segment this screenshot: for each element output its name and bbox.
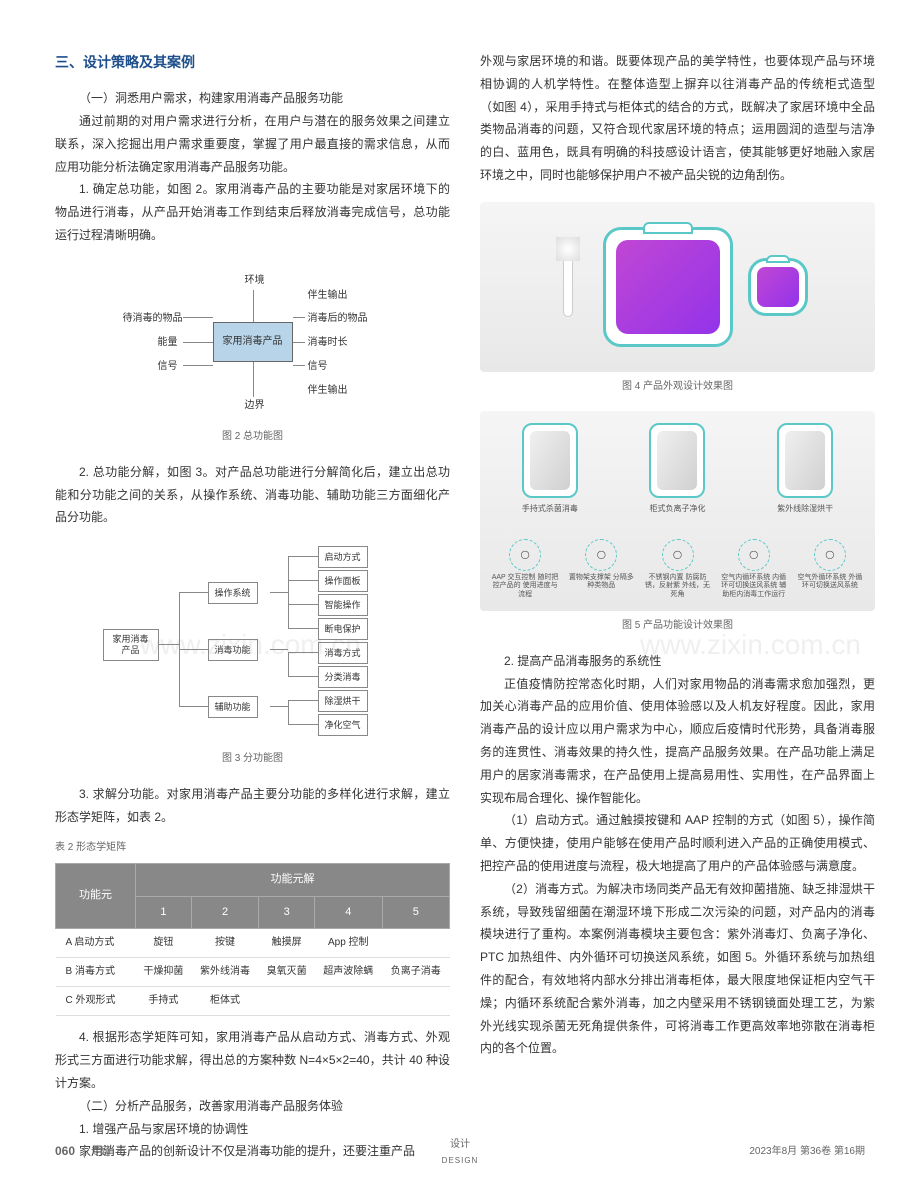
table-header: 3 [259,896,315,929]
diagram-center-box: 家用消毒产品 [213,322,293,362]
figure-caption: 图 2 总功能图 [55,428,450,446]
diagram-label: 伴生输出 [308,287,348,305]
table-caption: 表 2 形态学矩阵 [55,839,450,857]
product-variant: 柜式负离子净化 [649,423,705,516]
page-number: 060 [55,1144,75,1158]
footer-subtitle: DESIGN [442,1154,479,1168]
tree-leaf: 消毒方式 [318,642,368,664]
section-title: 三、设计策略及其案例 [55,50,450,75]
product-device-large [603,227,733,347]
table-row: A 启动方式旋钮按键触摸屏App 控制 [56,929,450,958]
footer-label: 专题 [84,1147,111,1158]
table-row: B 消毒方式干燥抑菌紫外线消毒臭氧灭菌超声波除螨负离子消毒 [56,958,450,987]
diagram-label: 边界 [245,397,265,415]
feature-icon: ◯AAP 交互控制 随时把控产品的 使用进度与流程 [490,539,560,599]
figure-caption: 图 5 产品功能设计效果图 [480,617,875,635]
figure-5: 手持式杀菌消毒 柜式负离子净化 紫外线除湿烘干 ◯AAP 交互控制 随时把控产品… [480,411,875,635]
footer-date: 2023年8月 第36卷 第16期 [749,1143,865,1161]
paragraph: 外观与家居环境的和谐。既要体现产品的美学特性，也要体现产品与环境相协调的人机学特… [480,50,875,187]
feature-icon: ◯置物架支撑架 分隔多种类物品 [566,539,636,599]
feature-icon: ◯空气内循环系统 内循环可切换送风系统 辅助柜内消毒工作运行 [719,539,789,599]
table-header: 2 [191,896,258,929]
page-footer: 060 专题 设计 DESIGN 2023年8月 第36卷 第16期 [0,1141,920,1163]
figure-2: 家用消毒产品 环境 边界 伴生输出 伴生输出 待消毒的物品 能量 信号 消毒后的… [55,262,450,446]
table-header: 5 [382,896,450,929]
paragraph: 1. 确定总功能，如图 2。家用消毒产品的主要功能是对家居环境下的物品进行消毒，… [55,178,450,246]
footer-title: 设计 [442,1136,479,1154]
paragraph: 2. 总功能分解，如图 3。对产品总功能进行分解简化后，建立出总功能和分功能之间… [55,461,450,529]
table-cell [259,987,315,1016]
diagram-label: 待消毒的物品 [123,310,183,328]
table-2: 表 2 形态学矩阵 功能元 功能元解 1 2 3 4 5 A 启动方式旋钮按键 [55,839,450,1017]
diagram-label: 信号 [158,358,178,376]
table-cell: 干燥抑菌 [136,958,192,987]
table-cell: 旋钮 [136,929,192,958]
tree-root: 家用消毒产品 [103,629,159,661]
subsection-2-title: （二）分析产品服务，改善家用消毒产品服务体验 [55,1095,450,1118]
figure-caption: 图 4 产品外观设计效果图 [480,378,875,396]
diagram-label: 消毒后的物品 [308,310,368,328]
table-cell: 触摸屏 [259,929,315,958]
figure-3: 家用消毒产品 操作系统 消毒功能 辅助功能 启动方式 操作面板 智能操作 断电保… [55,544,450,768]
table-cell: 按键 [191,929,258,958]
table-cell: 紫外线消毒 [191,958,258,987]
table-cell: 柜体式 [191,987,258,1016]
product-variant: 手持式杀菌消毒 [522,423,578,516]
product-device-small [748,258,808,316]
table-cell: 手持式 [136,987,192,1016]
diagram-label: 伴生输出 [308,382,348,400]
tree-leaf: 断电保护 [318,618,368,640]
feature-icon: ◯不锈钢内置 防腐防锈，反射紫 外线，无死角 [642,539,712,599]
table-cell: 超声波除螨 [315,958,382,987]
figure-4: 图 4 产品外观设计效果图 [480,202,875,396]
tree-node: 操作系统 [208,582,258,604]
table-cell: B 消毒方式 [56,958,136,987]
diagram-label: 信号 [308,358,328,376]
diagram-label: 能量 [158,334,178,352]
subsection-1-title: （一）洞悉用户需求，构建家用消毒产品服务功能 [55,87,450,110]
table-cell: 臭氧灭菌 [259,958,315,987]
paragraph: 4. 根据形态学矩阵可知，家用消毒产品从启动方式、消毒方式、外观形式三方面进行功… [55,1026,450,1094]
paragraph: （1）启动方式。通过触摸按键和 AAP 控制的方式（如图 5），操作简单、方便快… [480,809,875,877]
table-cell: App 控制 [315,929,382,958]
paragraph: （2）消毒方式。为解决市场同类产品无有效抑菌措施、缺乏排湿烘干系统，导致残留细菌… [480,878,875,1060]
table-header: 功能元解 [136,863,450,896]
paragraph: 正值疫情防控常态化时期，人们对家用物品的消毒需求愈加强烈，更加关心消毒产品的应用… [480,673,875,810]
paragraph: 1. 增强产品与家居环境的协调性 [55,1118,450,1141]
table-header: 4 [315,896,382,929]
figure-caption: 图 3 分功能图 [55,750,450,768]
paragraph: 通过前期的对用户需求进行分析，在用户与潜在的服务效果之间建立联系，深入挖掘出用户… [55,110,450,178]
table-cell [382,987,450,1016]
tree-leaf: 分类消毒 [318,666,368,688]
table-cell [315,987,382,1016]
table-cell: A 启动方式 [56,929,136,958]
tree-leaf: 操作面板 [318,570,368,592]
feature-icon: ◯空气外循环系统 外循环可切换送风系统 [795,539,865,599]
paragraph: 3. 求解分功能。对家用消毒产品主要分功能的多样化进行求解，建立形态学矩阵，如表… [55,783,450,829]
tree-leaf: 智能操作 [318,594,368,616]
table-row: C 外观形式手持式柜体式 [56,987,450,1016]
table-cell: 负离子消毒 [382,958,450,987]
tree-leaf: 启动方式 [318,546,368,568]
table-header: 1 [136,896,192,929]
table-cell [382,929,450,958]
tree-leaf: 净化空气 [318,714,368,736]
tree-node: 消毒功能 [208,639,258,661]
tree-node: 辅助功能 [208,696,258,718]
diagram-label: 环境 [245,272,265,290]
paragraph: 2. 提高产品消毒服务的系统性 [480,650,875,673]
product-variant: 紫外线除湿烘干 [777,423,833,516]
table-cell: C 外观形式 [56,987,136,1016]
table-header: 功能元 [56,863,136,929]
tree-leaf: 除湿烘干 [318,690,368,712]
product-wand [548,237,588,337]
diagram-label: 消毒时长 [308,334,348,352]
